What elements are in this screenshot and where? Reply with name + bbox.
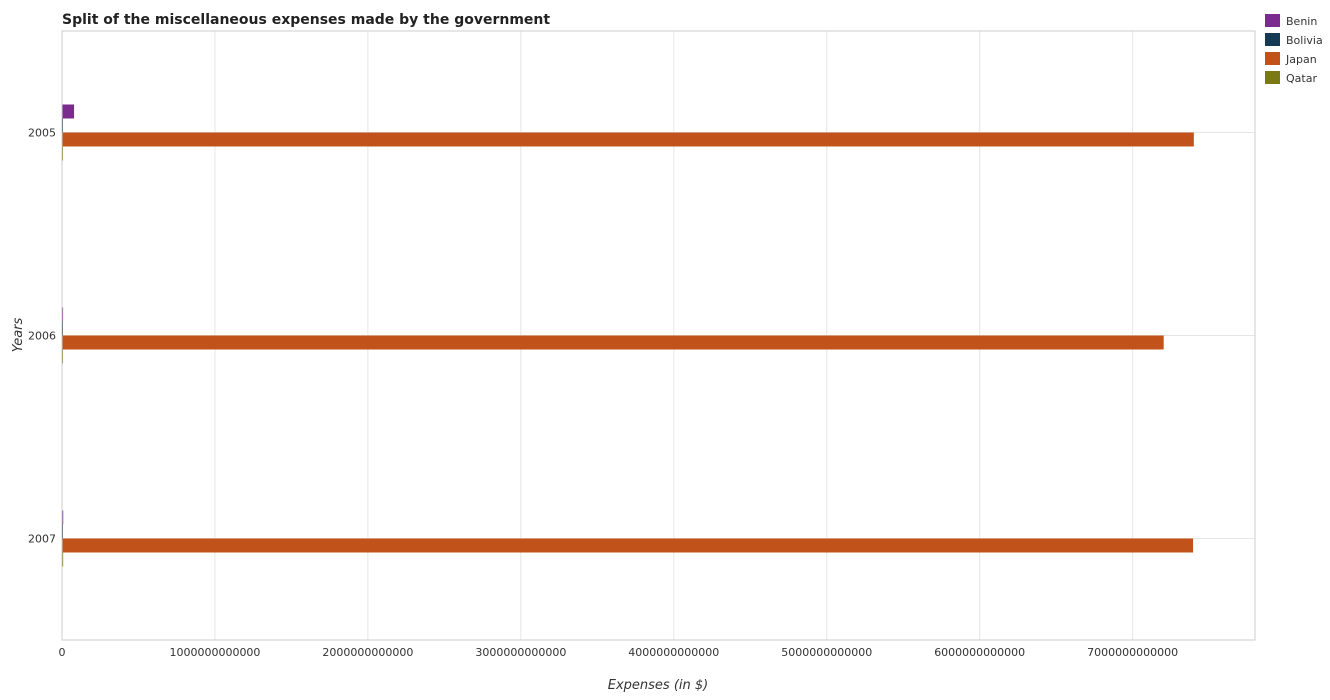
- x-tick-label: 5000000000000: [781, 646, 872, 659]
- x-tick-labels: 0 1000000000000 2000000000000 3000000000000…: [59, 646, 1179, 659]
- bar-benin-2006: [62, 307, 64, 322]
- y-tick-label: 2005: [28, 127, 56, 140]
- bar-benin-2005: [62, 104, 75, 119]
- legend-swatch: [1265, 33, 1280, 46]
- legend-label: Qatar: [1286, 72, 1317, 85]
- x-tick-label: 7000000000000: [1087, 646, 1178, 659]
- legend-label: Benin: [1286, 15, 1317, 28]
- y-tick-label: 2006: [28, 330, 56, 343]
- y-axis-label: Years: [11, 317, 26, 352]
- bar-japan-2006: [62, 335, 1164, 350]
- bar-japan-2005: [62, 132, 1194, 147]
- x-tick-label: 6000000000000: [934, 646, 1025, 659]
- bar-qatar-2007: [62, 552, 64, 567]
- legend-label: Japan: [1285, 53, 1317, 66]
- plot-frame: [61, 30, 1256, 641]
- x-tick-label: 3000000000000: [475, 646, 566, 659]
- x-tick-label: 0: [59, 646, 66, 659]
- legend-swatch: [1265, 71, 1280, 84]
- legend-swatch: [1265, 52, 1280, 65]
- legend-label: Bolivia: [1286, 34, 1323, 47]
- bar-benin-2007: [62, 510, 64, 525]
- x-axis-label: Expenses (in $): [608, 678, 708, 693]
- y-tick-label: 2007: [28, 533, 56, 546]
- bar-japan-2007: [62, 538, 1194, 553]
- chart-title: Split of the miscellaneous expenses made…: [62, 12, 550, 28]
- y-tick-labels: 2005 2006 2007: [28, 127, 56, 546]
- legend: Benin Bolivia Japan Qatar: [1265, 14, 1323, 85]
- x-tick-label: 2000000000000: [322, 646, 413, 659]
- x-tick-label: 4000000000000: [628, 646, 719, 659]
- legend-swatch: [1265, 14, 1280, 27]
- x-tick-label: 1000000000000: [169, 646, 260, 659]
- bars: [62, 104, 1194, 567]
